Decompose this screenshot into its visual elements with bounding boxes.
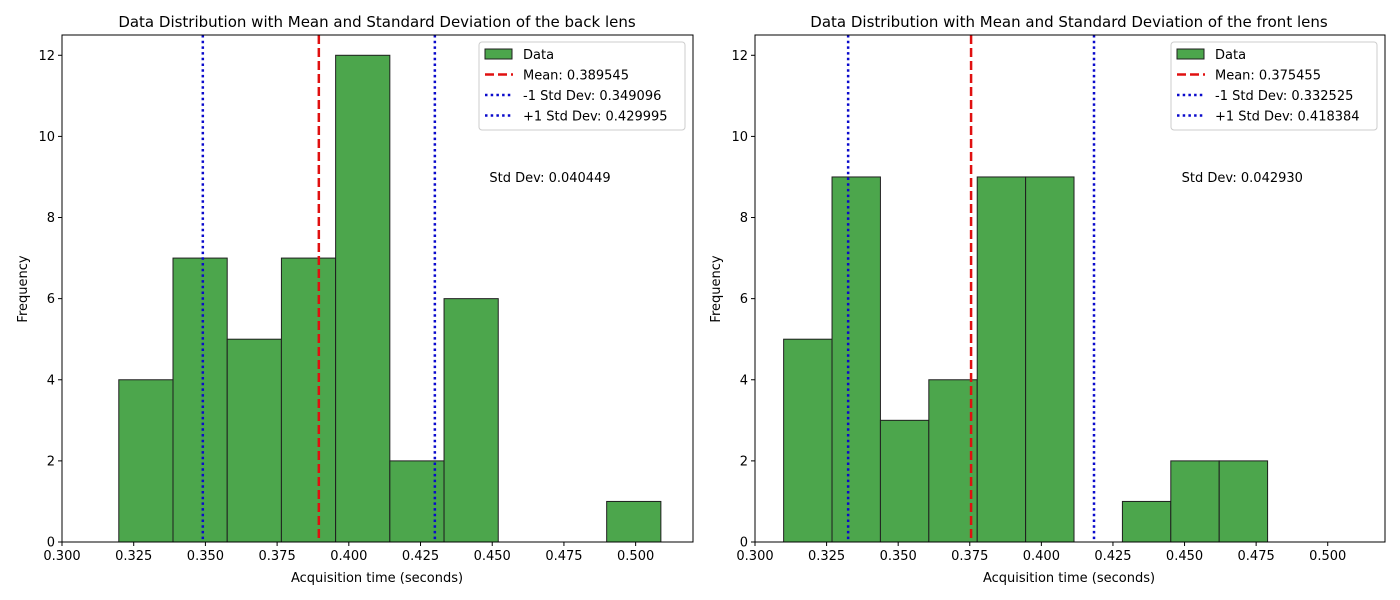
legend-label: Mean: 0.389545 — [523, 69, 629, 84]
y-tick-label: 12 — [731, 49, 748, 64]
x-tick-label: 0.425 — [402, 549, 439, 564]
legend-label: Mean: 0.375455 — [1215, 69, 1321, 84]
histogram-front-lens: Data Distribution with Mean and Standard… — [709, 13, 1386, 586]
histogram-bar — [831, 176, 881, 543]
x-tick-label: 0.450 — [474, 549, 511, 564]
y-axis-ticks: 0 2 4 6 8 10 12 — [731, 49, 755, 551]
y-tick-label: 10 — [731, 130, 748, 145]
x-tick-label: 0.325 — [115, 549, 152, 564]
x-axis-ticks: 0.300 0.325 0.350 0.375 0.400 0.425 0.450 0.475… — [43, 542, 654, 564]
x-tick-label: 0.325 — [808, 549, 845, 564]
x-axis-label: Acquisition time (seconds) — [983, 571, 1155, 586]
histogram-bar — [118, 379, 174, 543]
y-tick-label: 0 — [47, 536, 55, 551]
x-tick-label: 0.500 — [1309, 549, 1346, 564]
legend-label: +1 Std Dev: 0.429995 — [523, 110, 668, 125]
y-axis-label: Frequency — [16, 255, 31, 322]
chart-title: Data Distribution with Mean and Standard… — [810, 13, 1328, 31]
y-axis-ticks: 0 2 4 6 8 10 12 — [38, 49, 62, 551]
x-tick-label: 0.450 — [1166, 549, 1203, 564]
y-tick-label: 10 — [38, 130, 55, 145]
legend-frame — [478, 41, 686, 131]
y-axis-label: Frequency — [709, 255, 724, 322]
histogram-back-lens: Data Distribution with Mean and Standard… — [16, 13, 694, 586]
y-tick-label: 8 — [740, 211, 748, 226]
histogram-bar — [443, 298, 499, 543]
y-tick-label: 4 — [47, 373, 55, 388]
x-tick-label: 0.375 — [951, 549, 988, 564]
x-tick-label: 0.425 — [1094, 549, 1131, 564]
x-axis-label: Acquisition time (seconds) — [291, 571, 463, 586]
histogram-bar — [976, 176, 1027, 543]
y-tick-label: 4 — [740, 373, 748, 388]
y-tick-label: 8 — [47, 211, 55, 226]
x-tick-label: 0.350 — [880, 549, 917, 564]
legend-swatch-data — [1176, 48, 1205, 60]
plot-area — [61, 34, 694, 543]
x-axis-ticks: 0.300 0.325 0.350 0.375 0.400 0.425 0.450 0.475… — [736, 542, 1346, 564]
legend-swatch-data — [484, 48, 513, 60]
y-tick-label: 6 — [47, 292, 55, 307]
histogram-bar — [606, 500, 662, 543]
legend-label: +1 Std Dev: 0.418384 — [1215, 110, 1360, 125]
legend-label: -1 Std Dev: 0.349096 — [523, 89, 661, 104]
histogram-bar — [1025, 176, 1075, 543]
y-tick-label: 2 — [47, 454, 55, 469]
legend-label: -1 Std Dev: 0.332525 — [1215, 89, 1353, 104]
histogram-bar — [1121, 500, 1172, 543]
x-tick-label: 0.300 — [43, 549, 80, 564]
histogram-bar — [226, 338, 282, 543]
axes-frame — [61, 34, 694, 543]
legend-label: Data — [1215, 48, 1246, 63]
legend: Data Mean: 0.375455 -1 Std Dev: 0.332525 +1… — [1170, 41, 1378, 131]
histogram-bar — [172, 257, 228, 543]
legend-label: Data — [523, 48, 554, 63]
x-tick-label: 0.400 — [1023, 549, 1060, 564]
histogram-bar — [280, 257, 337, 543]
reference-lines-group — [846, 35, 1096, 542]
y-tick-label: 0 — [740, 536, 748, 551]
y-tick-label: 6 — [740, 292, 748, 307]
x-tick-label: 0.500 — [617, 549, 654, 564]
y-tick-label: 2 — [740, 454, 748, 469]
legend: Data Mean: 0.389545 -1 Std Dev: 0.349096 +1… — [478, 41, 686, 131]
histogram-bar — [928, 379, 978, 543]
histogram-bar — [1218, 460, 1269, 543]
histogram-bar — [389, 460, 445, 543]
x-tick-label: 0.300 — [736, 549, 773, 564]
histogram-bar — [783, 338, 833, 543]
legend-frame — [1170, 41, 1378, 131]
y-tick-label: 12 — [38, 49, 55, 64]
x-tick-label: 0.475 — [545, 549, 582, 564]
x-tick-label: 0.475 — [1238, 549, 1275, 564]
reference-lines-group — [201, 35, 437, 542]
x-tick-label: 0.400 — [330, 549, 367, 564]
chart-title: Data Distribution with Mean and Standard… — [118, 13, 636, 31]
x-tick-label: 0.375 — [259, 549, 296, 564]
histogram-bar — [879, 419, 930, 543]
axes-frame — [754, 34, 1386, 543]
histogram-bar — [335, 54, 391, 543]
bars-group — [118, 54, 662, 543]
std-dev-annotation: Std Dev: 0.042930 — [1182, 171, 1303, 186]
x-tick-label: 0.350 — [187, 549, 224, 564]
plot-area — [754, 34, 1386, 543]
histogram-bar — [1170, 460, 1220, 543]
std-dev-annotation: Std Dev: 0.040449 — [489, 171, 610, 186]
